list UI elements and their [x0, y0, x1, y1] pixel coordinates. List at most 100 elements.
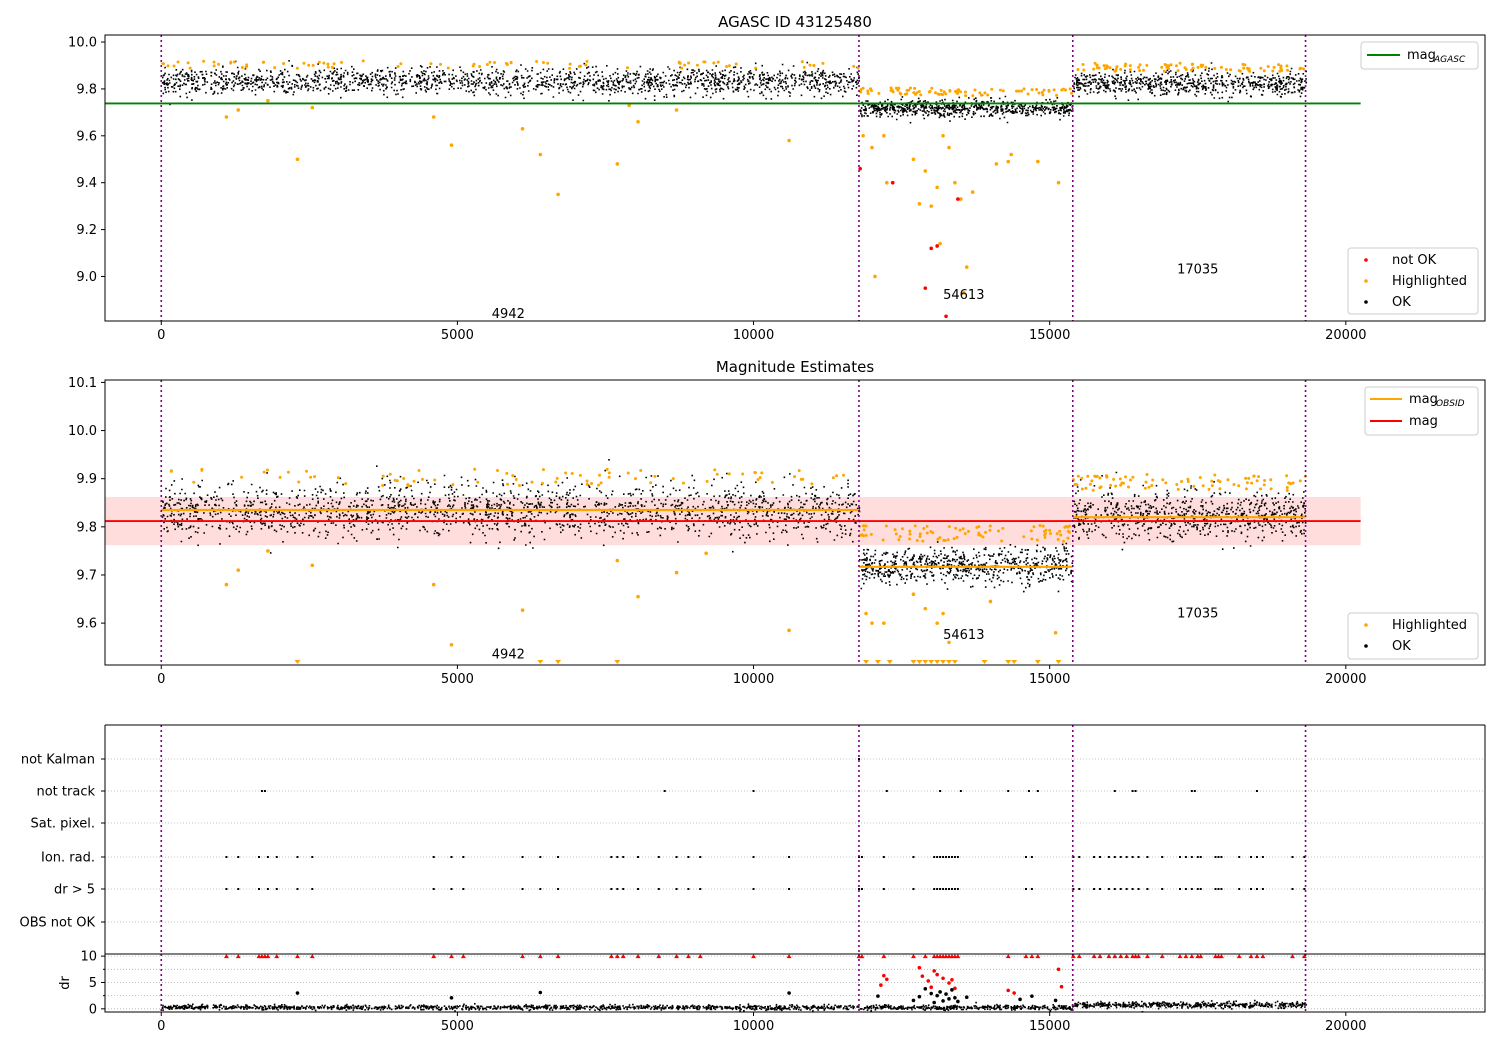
- highlighted-point: [930, 86, 934, 90]
- highlighted-point: [908, 529, 912, 533]
- highlighted-point: [882, 621, 886, 625]
- highlighted-point: [953, 180, 957, 185]
- flag-event: [1190, 856, 1193, 858]
- flag-event: [296, 888, 299, 890]
- highlighted-point: [935, 185, 939, 190]
- clipped-red-marker: [1029, 954, 1035, 959]
- highlighted-point: [869, 532, 873, 536]
- clipped-red-marker: [1097, 954, 1103, 959]
- highlighted-point: [598, 473, 602, 477]
- highlighted-point: [756, 478, 760, 482]
- x-tick-label-10000: 10000: [733, 1019, 774, 1034]
- x-tick-label-0: 0: [157, 328, 165, 343]
- clipped-red-marker: [555, 954, 561, 959]
- highlighted-point: [964, 94, 968, 98]
- ok-point-cluster: [1072, 62, 1307, 103]
- highlighted-point: [683, 63, 687, 67]
- highlighted-point: [1210, 479, 1214, 483]
- panel1-plot-area: 4942 54613 17035 0 5000 10000 15000 20000 9.0 9.2…: [68, 34, 1486, 343]
- highlighted-point: [322, 61, 326, 65]
- highlighted-point: [862, 528, 866, 532]
- highlighted-point: [1143, 486, 1147, 490]
- clipped-red-marker: [1301, 954, 1307, 959]
- highlighted-point: [192, 480, 196, 484]
- highlighted-point: [975, 525, 979, 529]
- flag-event: [311, 888, 314, 890]
- clipped-red-marker: [674, 954, 680, 959]
- highlighted-point: [161, 62, 165, 66]
- highlighted-point: [636, 119, 640, 124]
- highlighted-point: [1241, 62, 1245, 66]
- highlighted-point: [361, 59, 365, 63]
- highlighted-point: [578, 64, 582, 68]
- highlighted-point: [948, 89, 952, 93]
- highlighted-point: [1259, 487, 1263, 491]
- legend-marker-swatch: [1364, 623, 1368, 627]
- highlighted-point: [713, 468, 717, 472]
- flag-event: [1125, 856, 1128, 858]
- flag-event: [1099, 856, 1102, 858]
- legend-marker-swatch: [1364, 279, 1368, 283]
- dr-red-point: [1012, 991, 1016, 995]
- highlighted-point: [1052, 88, 1056, 92]
- highlighted-point: [607, 475, 611, 479]
- highlighted-point: [295, 66, 299, 70]
- highlighted-point: [1043, 535, 1047, 539]
- highlighted-point: [1095, 474, 1099, 478]
- legend-subscript: OBSID: [1436, 399, 1465, 409]
- highlighted-point: [1259, 66, 1263, 70]
- highlighted-point: [1070, 91, 1074, 95]
- highlighted-point: [273, 66, 277, 70]
- highlighted-point: [1093, 61, 1097, 65]
- flag-event: [1113, 856, 1116, 858]
- highlighted-point: [1262, 483, 1266, 487]
- clipped-red-marker: [1091, 954, 1097, 959]
- not-ok-point: [923, 286, 928, 290]
- flag-event: [275, 888, 278, 890]
- clipped-highlighted-marker: [294, 660, 301, 664]
- flag-event: [225, 888, 228, 890]
- flag-event: [557, 888, 560, 890]
- highlighted-point: [541, 468, 545, 472]
- highlighted-point: [929, 204, 934, 208]
- flag-event: [521, 888, 524, 890]
- highlighted-point: [1001, 526, 1005, 530]
- highlighted-point: [1124, 475, 1128, 479]
- highlighted-point: [1138, 63, 1142, 67]
- highlighted-point: [1001, 89, 1005, 93]
- y-tick-label-9.6: 9.6: [76, 129, 97, 144]
- highlighted-point: [627, 103, 631, 108]
- highlighted-point: [1015, 89, 1019, 93]
- highlighted-point: [986, 93, 990, 97]
- legend-marker-swatch: [1364, 644, 1368, 648]
- legend-label: OK: [1392, 295, 1411, 310]
- legend-box: [1347, 247, 1479, 315]
- x-tick-label-20000: 20000: [1325, 1019, 1366, 1034]
- clipped-red-marker: [859, 954, 865, 959]
- highlighted-point: [793, 475, 797, 479]
- highlighted-point: [1244, 487, 1248, 491]
- highlighted-point: [1150, 483, 1154, 487]
- highlighted-point: [286, 470, 290, 474]
- ok-point-cluster: [859, 94, 1074, 124]
- highlighted-point: [956, 88, 960, 92]
- flag-event: [539, 856, 542, 858]
- highlighted-point: [1080, 487, 1084, 491]
- clipped-red-marker: [685, 954, 691, 959]
- highlighted-point: [800, 60, 804, 64]
- panel1-frame: [104, 34, 1486, 322]
- clipped-red-marker: [922, 954, 928, 959]
- highlighted-point: [687, 61, 691, 65]
- not-ok-point: [929, 246, 934, 251]
- highlighted-point: [1229, 68, 1233, 72]
- flag-event: [1250, 888, 1253, 890]
- clipped-red-marker: [1260, 954, 1266, 959]
- highlighted-point: [1000, 539, 1004, 543]
- highlighted-point: [1164, 481, 1168, 485]
- clipped-highlighted-marker: [922, 660, 929, 664]
- highlighted-point: [1020, 89, 1024, 93]
- highlighted-point: [1114, 484, 1118, 488]
- highlighted-point: [1255, 479, 1259, 483]
- highlighted-point: [344, 482, 348, 486]
- highlighted-point: [1262, 69, 1266, 73]
